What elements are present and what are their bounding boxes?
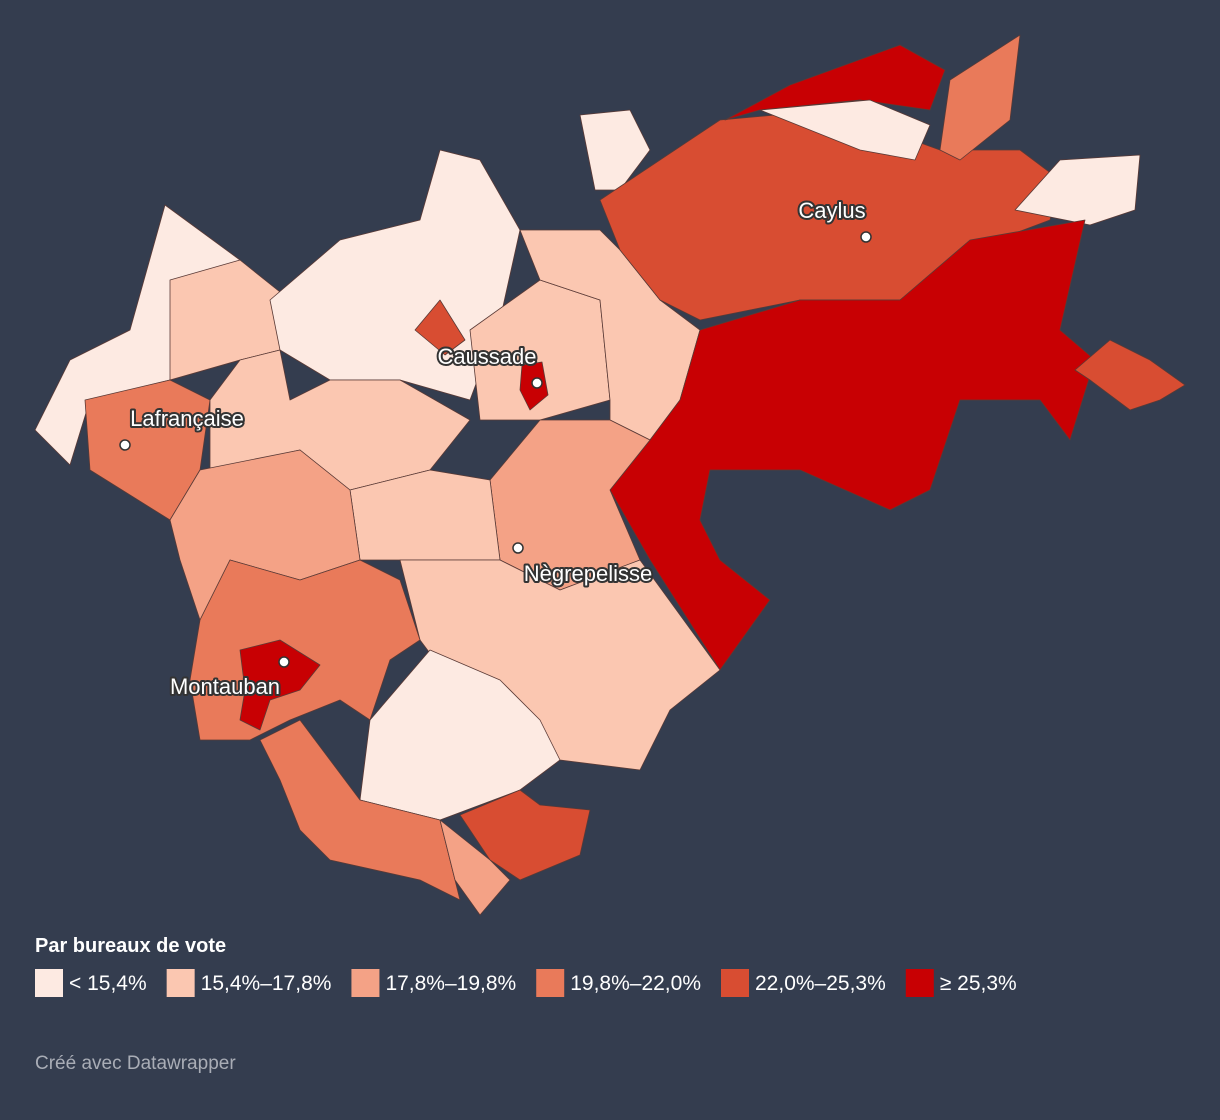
regions	[34, 34, 1186, 916]
legend-swatch	[721, 969, 749, 997]
city-markers: Caylus Caussade Lafrançaise Nègrepelisse…	[119, 196, 872, 701]
city-dot	[531, 377, 543, 389]
legend-swatch	[35, 969, 63, 997]
region	[414, 299, 466, 356]
legend-swatch	[536, 969, 565, 997]
legend-label: 17,8%–19,8%	[385, 972, 516, 995]
region	[1074, 339, 1186, 411]
legend-swatch	[351, 969, 380, 997]
legend-label: ≥ 25,3%	[940, 972, 1017, 995]
city-dot	[119, 439, 131, 451]
city-label: Montauban	[170, 674, 280, 699]
region	[759, 99, 931, 161]
legend-swatch	[166, 969, 195, 997]
region	[459, 789, 591, 881]
legend-label: 19,8%–22,0%	[570, 972, 701, 995]
city-label: Caussade	[437, 344, 536, 369]
region	[939, 34, 1021, 161]
region	[439, 819, 511, 916]
city-dot	[512, 542, 524, 554]
city-dot	[860, 231, 872, 243]
city-label: Lafrançaise	[130, 406, 244, 431]
legend-label: 22,0%–25,3%	[755, 972, 886, 995]
region	[259, 719, 461, 901]
legend-label: 15,4%–17,8%	[201, 972, 332, 995]
city-dot	[278, 656, 290, 668]
legend-title: Par bureaux de vote	[35, 935, 226, 957]
footer: Créé avec Datawrapper	[35, 1053, 236, 1074]
region	[609, 219, 1096, 671]
legend-swatch	[905, 969, 934, 997]
city-label: Caylus	[798, 198, 865, 223]
legend-label: < 15,4%	[69, 972, 147, 995]
region	[239, 639, 321, 731]
legend: < 15,4% 15,4%–17,8% 17,8%–19,8% 19,8%–22,0%…	[35, 969, 1017, 997]
region	[579, 109, 651, 191]
city-label: Nègrepelisse	[524, 561, 652, 586]
